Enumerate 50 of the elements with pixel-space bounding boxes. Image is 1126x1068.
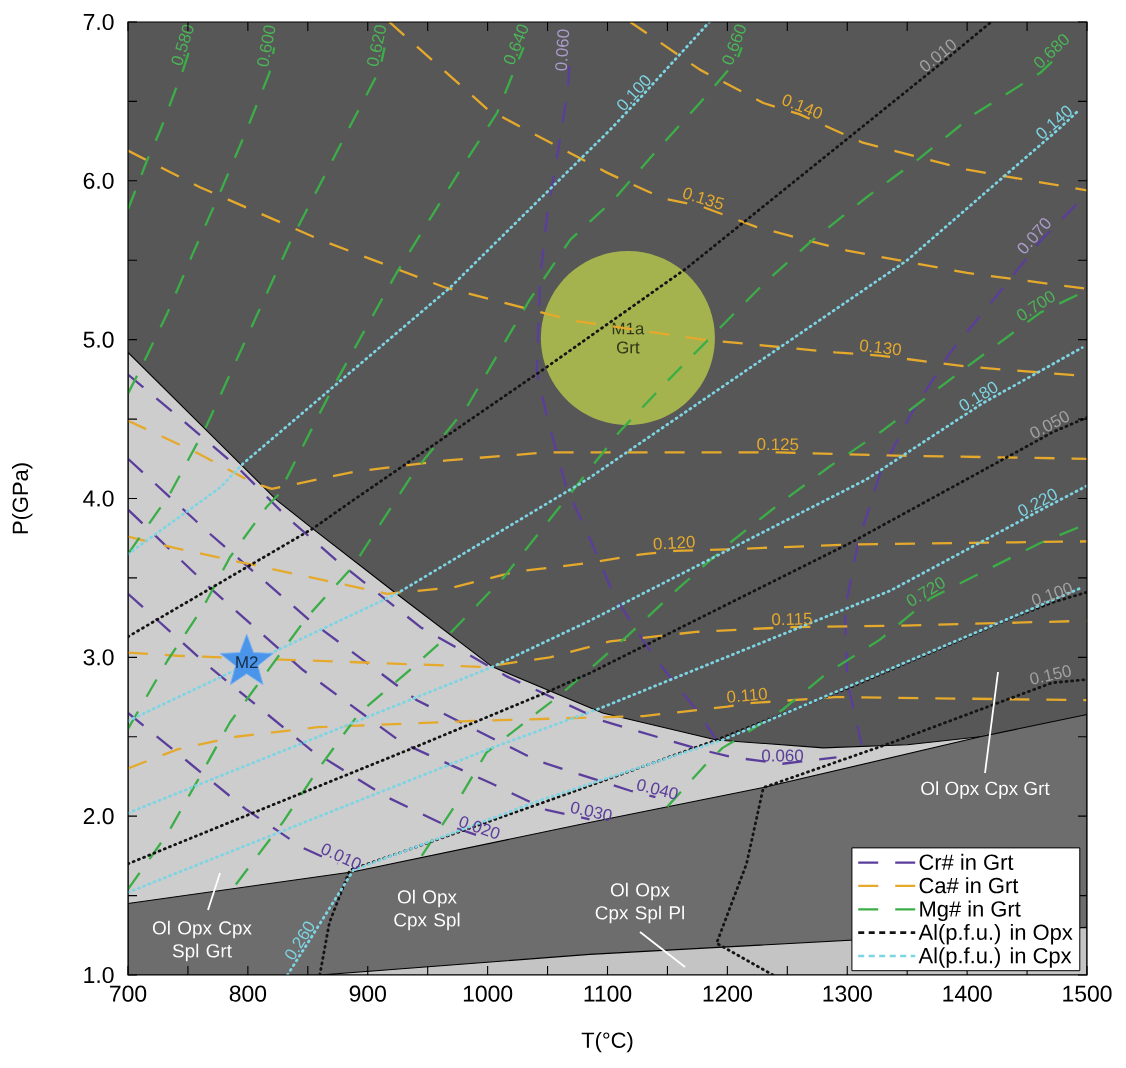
annotation: Ol Opx Cpx Grt bbox=[921, 781, 1050, 799]
x-axis-title: T(°C) bbox=[581, 1031, 633, 1053]
annotation: 0.580 bbox=[171, 24, 194, 66]
x-tick-label: 1000 bbox=[463, 985, 513, 1002]
x-tick-label: 900 bbox=[349, 985, 386, 1002]
x-tick-label: 1300 bbox=[823, 985, 872, 1002]
x-tick-label: 700 bbox=[110, 985, 147, 1002]
annotation: 0.115 bbox=[772, 612, 812, 626]
y-tick-label: 2.0 bbox=[83, 808, 114, 825]
annotation: 0.620 bbox=[367, 25, 386, 67]
annotation: Ol Opx Cpx Spl Pl bbox=[595, 882, 684, 924]
annotation: 0.125 bbox=[757, 438, 799, 451]
annotation: 0.130 bbox=[860, 339, 902, 356]
annotation: Ol Opx Cpx Spl bbox=[394, 889, 460, 931]
x-tick-label: 1500 bbox=[1063, 985, 1112, 1002]
annotation: 0.060 bbox=[761, 749, 804, 762]
x-tick-label: 800 bbox=[229, 985, 267, 1002]
annotation: 0.020 bbox=[459, 816, 500, 839]
y-tick-label: 1.0 bbox=[84, 966, 114, 984]
y-tick-label: 4.0 bbox=[83, 490, 114, 507]
x-tick-label: 1100 bbox=[584, 985, 632, 1002]
series-label: M2 bbox=[236, 656, 258, 669]
annotation: 0.040 bbox=[637, 779, 678, 800]
legend-label: Cr# in Grt bbox=[919, 853, 1014, 870]
legend-label: Ca# in Grt bbox=[919, 877, 1019, 894]
annotation: 0.150 bbox=[1030, 665, 1071, 685]
annotation: Ol Opx Cpx Spl Grt bbox=[152, 920, 252, 962]
annotation: 0.135 bbox=[683, 187, 725, 210]
y-tick-label: 7.0 bbox=[83, 13, 114, 31]
y-axis-title: P(GPa) bbox=[11, 463, 33, 534]
annotation: 0.140 bbox=[782, 94, 823, 119]
annotation: 0.110 bbox=[727, 687, 767, 703]
y-tick-label: 3.0 bbox=[83, 649, 114, 666]
annotation: 0.030 bbox=[570, 801, 612, 821]
text: Al(p.f.u.) in Opx bbox=[918, 923, 1073, 945]
annotation: 0.220 bbox=[1018, 488, 1057, 516]
annotation: 0.120 bbox=[653, 535, 695, 550]
legend-label: Al(p.f.u.) in Cpx bbox=[918, 947, 1072, 968]
annotation: 0.100 bbox=[1031, 582, 1073, 606]
y-tick-label: 6.0 bbox=[83, 172, 114, 189]
annotation: 0.600 bbox=[257, 25, 276, 67]
legend-label: Mg# in Grt bbox=[920, 900, 1021, 922]
annotation: 0.010 bbox=[321, 843, 361, 870]
annotation: 0.060 bbox=[555, 29, 570, 71]
y-tick-label: 5.0 bbox=[83, 331, 114, 348]
annotation: 0.660 bbox=[722, 24, 746, 65]
annotation: 0.050 bbox=[1030, 411, 1069, 439]
annotation: 0.640 bbox=[503, 24, 529, 65]
x-tick-label: 1200 bbox=[703, 985, 752, 1002]
x-tick-label: 1400 bbox=[943, 985, 992, 1002]
